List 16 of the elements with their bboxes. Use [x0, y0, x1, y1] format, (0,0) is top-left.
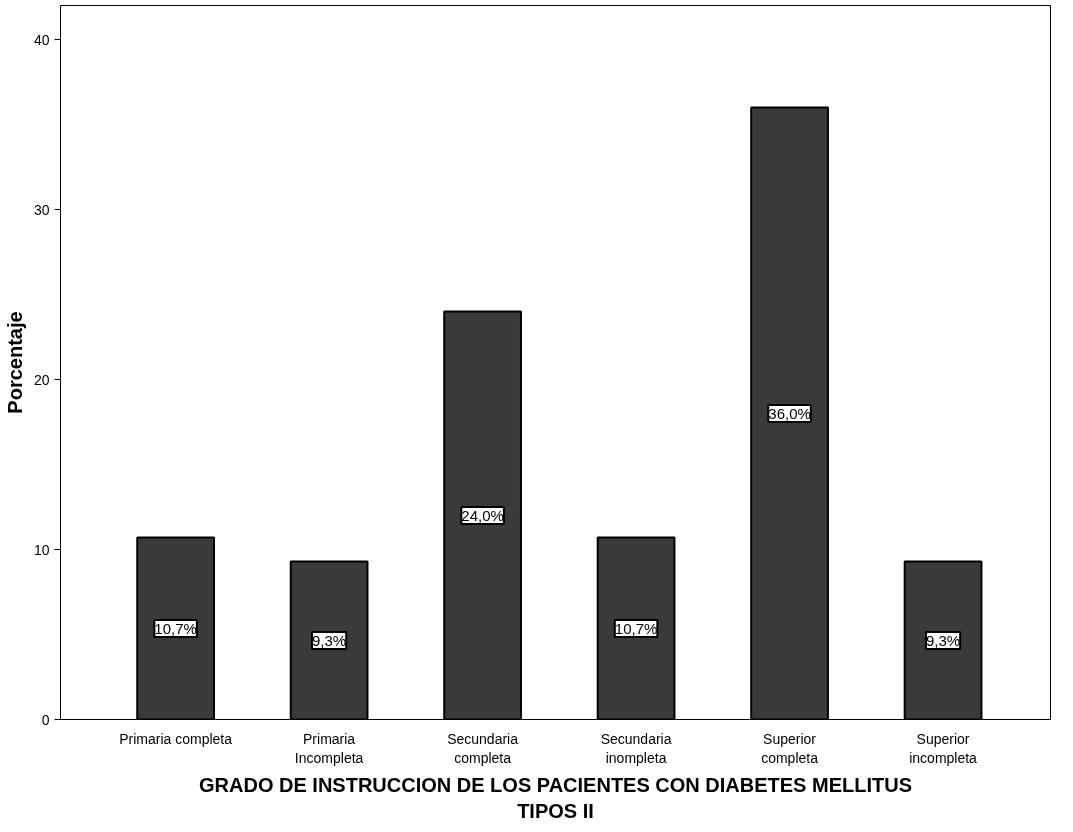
y-axis-title: Porcentaje [3, 311, 26, 414]
y-tick-label: 40 [33, 31, 50, 48]
x-tick-label: Secundaria inompleta [600, 730, 672, 766]
data-label: 36,0% [768, 405, 811, 422]
y-tick-label: 30 [33, 201, 50, 218]
y-tick-label: 20 [33, 371, 50, 388]
x-tick-label: Primaria completa [119, 730, 233, 747]
x-axis-title: GRADO DE INSTRUCCION DE LOS PACIENTES CON DIABETES MELLITUS TIPOS II [199, 773, 912, 823]
y-tick-label: 10 [33, 541, 50, 558]
x-tick-label: Superior incompleta [909, 730, 978, 766]
x-tick-label: Primaria Incompleta [294, 730, 364, 766]
x-tick-label: Superior completa [761, 730, 819, 766]
data-label: 10,7% [154, 620, 197, 638]
x-tick-label: Secundaria completa [447, 730, 519, 766]
y-tick-label: 0 [41, 711, 50, 728]
data-label: 24,0% [461, 507, 504, 524]
